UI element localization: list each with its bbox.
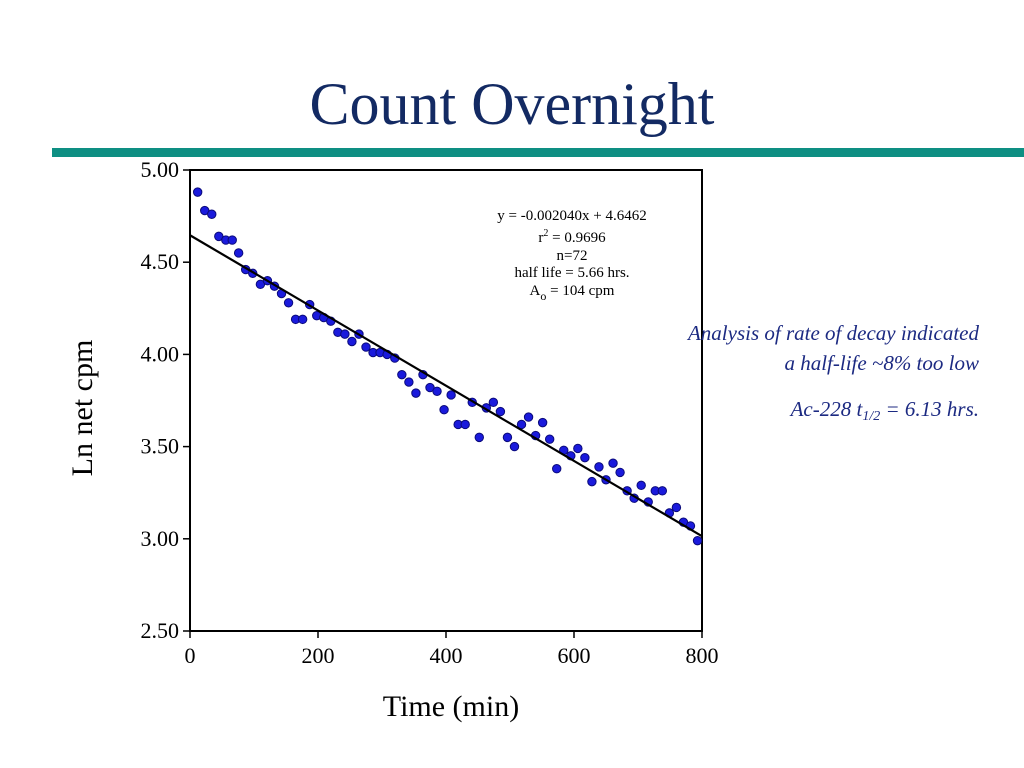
data-point <box>544 434 555 444</box>
data-point <box>573 443 583 454</box>
data-point <box>580 452 590 463</box>
data-point <box>474 432 484 443</box>
x-axis-label: Time (min) <box>383 690 519 723</box>
data-point <box>636 480 646 491</box>
a0-sub: o <box>540 289 546 303</box>
data-point <box>615 467 625 478</box>
initial-activity-label: Ao = 104 cpm <box>530 283 615 303</box>
y-axis-label: Ln net cpm <box>66 340 99 477</box>
data-point <box>446 390 456 400</box>
data-point <box>227 235 237 245</box>
data-point <box>439 405 449 415</box>
data-point <box>432 386 442 396</box>
data-point <box>460 419 470 430</box>
data-point <box>594 462 604 472</box>
half-life-subscript: 1/2 <box>862 409 881 424</box>
r-squared-prefix: r <box>538 230 543 246</box>
a0-value: = 104 cpm <box>546 283 614 299</box>
regression-line <box>189 234 703 538</box>
x-tick-label: 200 <box>302 643 335 668</box>
data-point <box>340 329 350 339</box>
data-point <box>233 248 244 258</box>
chart-layer: 2.50 3.00 3.50 4.00 4.50 5.00 0 200 400 600 800 <box>141 157 719 668</box>
half-life-value: = 6.13 hrs. <box>880 397 979 421</box>
y-tick-label: 4.00 <box>141 341 180 366</box>
data-point <box>488 397 499 408</box>
slide-title: Count Overnight <box>309 71 715 137</box>
r-squared-value: = 0.9696 <box>548 230 606 246</box>
data-point <box>537 417 548 428</box>
r-squared-label: r2 = 0.9696 <box>538 228 606 246</box>
a0-prefix: A <box>530 283 541 299</box>
data-point <box>516 419 527 430</box>
n-label: n=72 <box>557 248 588 264</box>
data-point <box>411 388 421 398</box>
y-tick-label: 2.50 <box>141 618 180 643</box>
title-divider <box>52 148 1024 157</box>
data-point <box>657 486 668 496</box>
half-life-label: half life = 5.66 hrs. <box>514 265 629 281</box>
data-point <box>192 187 203 197</box>
plot-frame <box>189 169 703 632</box>
x-tick-label: 800 <box>686 643 719 668</box>
side-note-line-1: Analysis of rate of decay indicated a ha… <box>687 321 979 375</box>
side-note-line-2: Ac-228 t1/2 = 6.13 hrs. <box>679 394 979 432</box>
side-note: Analysis of rate of decay indicated a ha… <box>679 318 979 432</box>
data-point <box>523 412 534 422</box>
x-tick-label: 400 <box>430 643 463 668</box>
data-point <box>297 314 308 325</box>
data-point <box>671 502 682 513</box>
y-tick-label: 5.00 <box>141 157 180 182</box>
y-tick-label: 4.50 <box>141 249 180 274</box>
data-point <box>692 535 703 546</box>
data-point <box>361 342 371 352</box>
data-point <box>502 432 513 443</box>
x-tick-label: 0 <box>185 643 196 668</box>
data-point <box>283 298 294 308</box>
data-point <box>207 209 217 219</box>
data-point <box>608 458 618 468</box>
data-point <box>587 476 597 487</box>
data-point <box>509 441 520 452</box>
x-tick-label: 600 <box>558 643 591 668</box>
data-point <box>552 464 562 474</box>
data-point <box>347 336 357 347</box>
data-point <box>495 406 506 417</box>
data-point <box>397 369 407 380</box>
half-life-prefix: Ac-228 t <box>790 397 863 421</box>
regression-annotation: y = -0.002040x + 4.6462 r2 = 0.9696 n=72… <box>497 208 646 303</box>
y-tick-label: 3.00 <box>141 526 180 551</box>
data-point <box>404 377 414 387</box>
regression-equation: y = -0.002040x + 4.6462 <box>497 208 646 224</box>
y-tick-label: 3.50 <box>141 434 180 459</box>
r-squared-sup: 2 <box>543 228 548 239</box>
